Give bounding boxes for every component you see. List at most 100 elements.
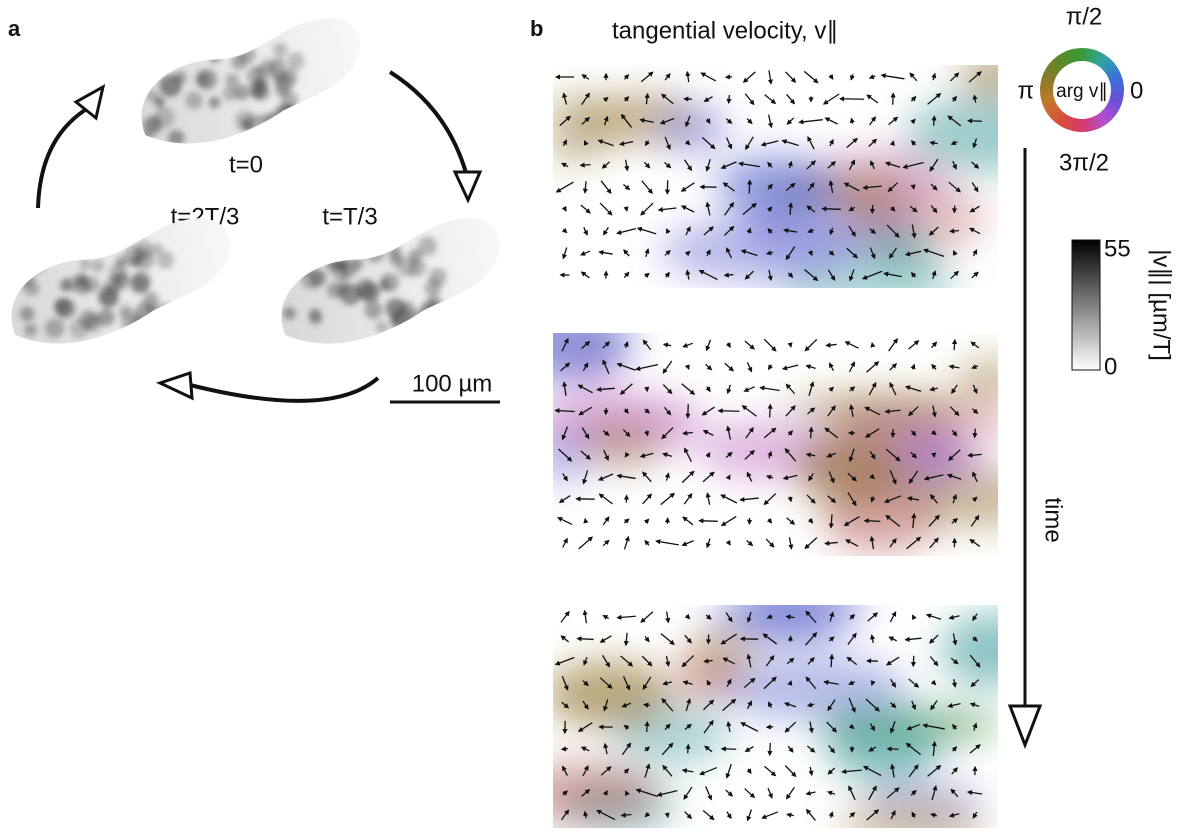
wheel-label: π/2: [1066, 3, 1103, 30]
velocity-arrow: [746, 118, 753, 125]
nucleus: [84, 314, 103, 333]
velocity-arrow: [823, 679, 839, 686]
velocity-arrow: [807, 518, 814, 524]
velocity-arrow: [947, 702, 961, 709]
velocity-arrow: [929, 494, 938, 504]
velocity-arrow: [561, 337, 569, 352]
quiver: [554, 609, 983, 822]
velocity-arrow: [968, 71, 982, 83]
velocity-arrow: [767, 269, 773, 282]
velocity-arrow: [623, 518, 630, 524]
velocity-panel: [553, 333, 998, 556]
velocity-arrow: [910, 140, 917, 146]
velocity-arrow: [970, 679, 980, 688]
velocity-arrow: [971, 364, 979, 369]
velocity-arrow: [765, 724, 774, 730]
velocity-arrow: [664, 723, 671, 731]
velocity-arrow: [786, 517, 796, 525]
velocity-arrow: [742, 202, 757, 215]
velocity-arrow: [952, 493, 958, 504]
velocity-arrow: [804, 338, 818, 352]
velocity-arrow: [746, 540, 754, 547]
velocity-arrow: [641, 180, 653, 195]
nucleus: [138, 55, 157, 73]
velocity-arrow: [643, 702, 651, 708]
velocity-arrow: [824, 117, 838, 125]
velocity-arrow: [870, 680, 876, 686]
velocity-arrow: [951, 384, 958, 395]
wheel-label: π: [1017, 77, 1034, 104]
velocity-arrow: [807, 228, 815, 233]
velocity-arrow: [596, 386, 615, 392]
velocity-arrow: [765, 250, 774, 256]
velocity-arrow: [705, 451, 711, 458]
velocity-arrow: [657, 206, 677, 213]
velocity-arrow: [808, 721, 814, 734]
velocity-arrow: [623, 535, 630, 550]
velocity-arrow: [885, 514, 901, 528]
velocity-arrow: [665, 228, 671, 234]
velocity-arrow: [822, 93, 840, 105]
quiver: [554, 337, 982, 550]
panel-title: tangential velocity, v∥: [612, 17, 838, 44]
velocity-arrow: [740, 722, 759, 732]
velocity-arrow: [577, 722, 593, 732]
quiver: [554, 70, 982, 282]
velocity-arrow: [788, 202, 794, 215]
velocity-arrow: [826, 721, 838, 733]
velocity-arrow: [644, 272, 650, 279]
velocity-arrow: [861, 270, 883, 280]
nucleus: [287, 52, 305, 70]
velocity-arrow: [866, 94, 879, 104]
velocity-arrow: [925, 613, 942, 620]
velocity-arrow: [684, 634, 692, 644]
velocity-arrow: [746, 653, 752, 668]
nucleus: [272, 42, 288, 57]
velocity-arrow: [682, 342, 693, 348]
field-patch: [941, 613, 998, 688]
velocity-arrow: [846, 247, 859, 259]
velocity-arrow: [557, 517, 573, 525]
nucleus: [308, 308, 322, 322]
velocity-arrow: [808, 426, 814, 439]
velocity-arrow: [787, 160, 793, 169]
velocity-arrow: [843, 515, 860, 527]
velocity-arrow: [641, 655, 653, 667]
velocity-arrow: [685, 698, 692, 712]
cell-spots: [138, 42, 305, 147]
velocity-arrow: [827, 161, 837, 169]
velocity-arrow: [972, 384, 978, 395]
velocity-arrow: [864, 406, 881, 416]
graphics: [3, 18, 998, 828]
velocity-arrow: [723, 272, 734, 278]
velocity-arrow: [623, 271, 630, 278]
velocity-arrow: [967, 452, 982, 458]
velocity-arrow: [848, 697, 856, 713]
velocity-arrow: [785, 383, 796, 395]
velocity-arrow: [946, 473, 962, 480]
velocity-arrow: [787, 745, 794, 753]
velocity-arrow: [951, 746, 958, 752]
velocity-arrow: [767, 114, 774, 129]
velocity-arrow: [759, 385, 780, 392]
velocity-arrow: [931, 740, 937, 757]
velocity-arrow: [952, 250, 958, 256]
velocity-arrow: [929, 656, 939, 667]
velocity-arrow: [869, 535, 875, 550]
velocity-arrow: [664, 73, 671, 81]
velocity-arrow: [828, 386, 835, 393]
velocity-arrow: [889, 538, 897, 548]
velocity-arrow: [554, 656, 575, 666]
velocity-arrow: [911, 224, 917, 239]
velocity-arrow: [661, 698, 674, 712]
velocity-arrow: [581, 340, 591, 349]
nucleus: [233, 84, 250, 101]
velocity-arrow: [906, 536, 922, 550]
velocity-arrow: [560, 809, 570, 821]
velocity-arrow: [745, 427, 754, 439]
velocity-arrow: [849, 614, 856, 620]
velocity-arrow: [603, 449, 609, 461]
velocity-arrow: [805, 610, 817, 624]
nucleus: [271, 268, 285, 284]
velocity-arrow: [931, 270, 937, 280]
